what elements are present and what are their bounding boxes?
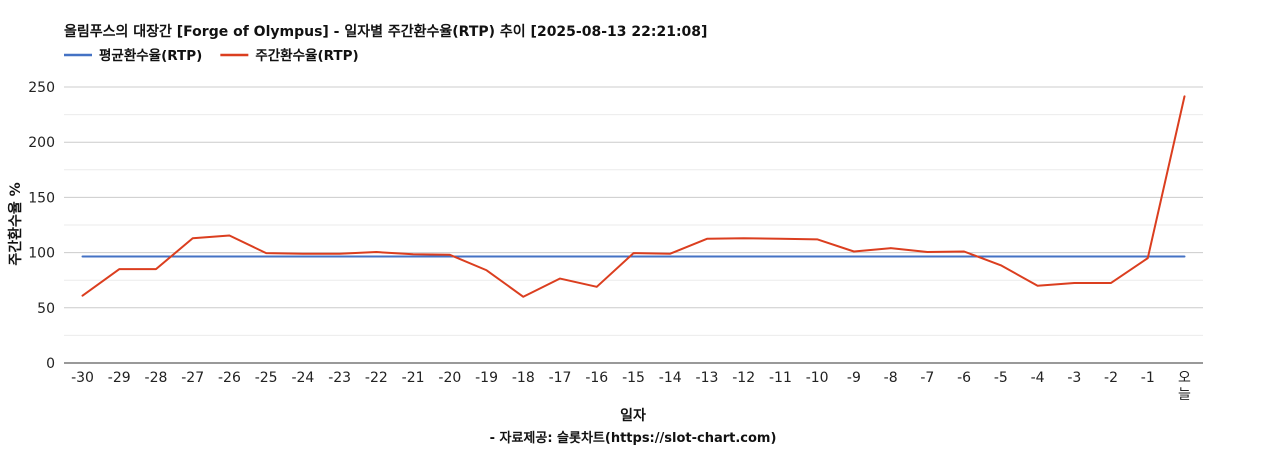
x-tick-label: -18 <box>512 370 535 386</box>
x-tick-label: -17 <box>549 370 572 386</box>
x-tick-label: -19 <box>475 370 498 386</box>
series-lines <box>81 95 1186 298</box>
y-tick-label: 50 <box>37 301 55 317</box>
legend-label: 평균환수율(RTP) <box>99 47 202 64</box>
x-tick-label: -3 <box>1067 370 1081 386</box>
y-tick-label: 150 <box>28 190 55 206</box>
x-tick-label: -7 <box>920 370 934 386</box>
y-tick-label: 0 <box>46 356 55 372</box>
x-tick-label: -24 <box>291 370 314 386</box>
x-axis-title: 일자 <box>620 408 646 424</box>
x-tick-label: -9 <box>847 370 861 386</box>
gridlines <box>64 86 1203 364</box>
x-tick-label: -26 <box>218 370 241 386</box>
x-tick-label: -30 <box>71 370 94 386</box>
legend-item-1: 주간환수율(RTP) <box>220 47 359 64</box>
y-tick-label: 200 <box>28 135 55 151</box>
x-tick-label: -11 <box>769 370 792 386</box>
y-tick-label: 250 <box>28 80 55 96</box>
x-tick-label: -1 <box>1141 370 1155 386</box>
x-tick-label: -16 <box>585 370 608 386</box>
x-axis-ticks: -30 -29 -28 -27 -26 -25 -24 -23 -22 -21 -20 -19 -18-… <box>71 370 1191 403</box>
x-tick-label: -25 <box>255 370 278 386</box>
x-tick-label: -6 <box>957 370 971 386</box>
x-tick-label: -22 <box>365 370 388 386</box>
series-line-1 <box>81 95 1186 298</box>
x-tick-label: -4 <box>1031 370 1045 386</box>
x-tick-label: -20 <box>438 370 461 386</box>
legend-item-0: 평균환수율(RTP) <box>64 47 202 64</box>
legend-label: 주간환수율(RTP) <box>255 47 358 64</box>
x-tick-label: -10 <box>806 370 829 386</box>
x-tick-label: -13 <box>696 370 719 386</box>
y-axis-ticks: 0 50 100 150 200 250 <box>28 80 55 372</box>
x-tick-label: -21 <box>402 370 425 386</box>
x-tick-label: -12 <box>732 370 755 386</box>
chart-title: 올림푸스의 대장간 [Forge of Olympus] - 일자별 주간환수율… <box>64 23 707 40</box>
source-note: - 자료제공: 슬롯차트(https://slot-chart.com) <box>490 430 777 446</box>
x-tick-label: -29 <box>108 370 131 386</box>
x-tick-label: -5 <box>994 370 1008 386</box>
x-tick-label: -27 <box>181 370 204 386</box>
legend: 평균환수율(RTP) 주간환수율(RTP) <box>64 47 359 64</box>
x-tick-label: -23 <box>328 370 351 386</box>
x-tick-label: -28 <box>145 370 168 386</box>
x-tick-label: -14 <box>659 370 682 386</box>
x-tick-label: -2 <box>1104 370 1118 386</box>
y-axis-title: 주간환수율 % <box>7 182 24 265</box>
x-tick-label: -8 <box>884 370 898 386</box>
y-tick-label: 100 <box>28 246 55 262</box>
x-tick-label: -15 <box>622 370 645 386</box>
